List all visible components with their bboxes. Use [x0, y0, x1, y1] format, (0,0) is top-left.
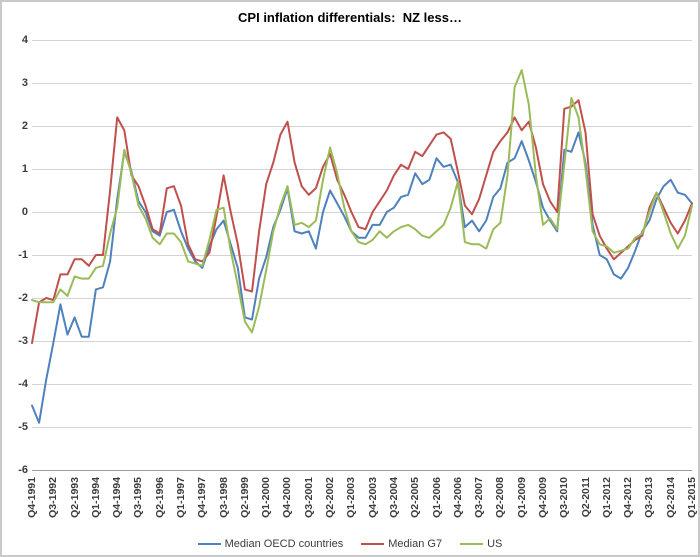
gridline	[32, 212, 692, 213]
legend-line-swatch	[361, 543, 385, 545]
legend: Median OECD countries Median G7 US	[2, 533, 698, 555]
gridline	[32, 126, 692, 127]
y-tick-label: -2	[18, 292, 28, 304]
x-axis-line	[32, 470, 692, 471]
gridline	[32, 255, 692, 256]
chart-title: CPI inflation differentials: NZ less…	[238, 10, 462, 25]
y-tick-label: 2	[21, 120, 28, 132]
gridline	[32, 169, 692, 170]
y-tick-label: -6	[18, 464, 28, 476]
gridline	[32, 40, 692, 41]
y-tick-label: 1	[21, 163, 28, 175]
y-tick-label: -4	[18, 378, 28, 390]
series-line-median-g7	[31, 99, 693, 345]
legend-item: Median G7	[361, 537, 442, 551]
legend-item: US	[460, 537, 502, 551]
y-tick-label: 0	[21, 206, 28, 218]
legend-line-swatch	[460, 543, 484, 545]
y-tick-label: -5	[18, 421, 28, 433]
y-tick-label: -1	[18, 249, 28, 261]
y-tick-label: -3	[18, 335, 28, 347]
legend-label: Median G7	[388, 538, 443, 550]
legend-item: Median OECD countries	[197, 537, 344, 551]
gridline	[32, 341, 692, 342]
gridline	[32, 427, 692, 428]
legend-label: US	[487, 538, 503, 550]
gridline	[32, 384, 692, 385]
series-line-us	[31, 69, 693, 334]
y-tick-label: 3	[21, 77, 28, 89]
gridline	[32, 298, 692, 299]
legend-line-swatch	[197, 543, 221, 545]
legend-label: Median OECD countries	[224, 538, 344, 550]
y-tick-label: 4	[21, 34, 28, 46]
gridline	[32, 83, 692, 84]
